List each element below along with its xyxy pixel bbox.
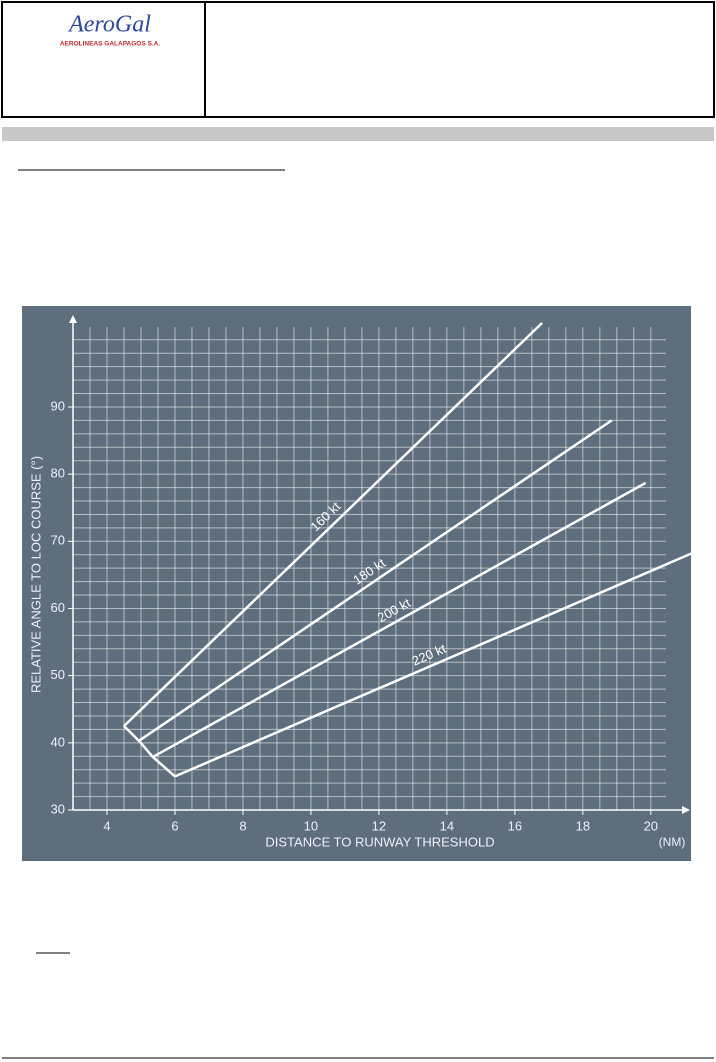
header-box (1, 1, 715, 118)
x-tick-label: 20 (644, 818, 658, 833)
y-tick-label: 80 (51, 466, 65, 481)
x-tick-label: 6 (171, 818, 178, 833)
logo-tagline: AEROLINEAS GALAPAGOS S.A. (60, 41, 160, 48)
y-tick-label: 30 (51, 801, 65, 816)
chart-background (22, 306, 691, 861)
x-tick-label: 16 (508, 818, 522, 833)
y-tick-label: 90 (51, 398, 65, 413)
series-line (138, 419, 613, 742)
section-bar (2, 127, 714, 141)
y-tick-label: 40 (51, 734, 65, 749)
series-line (152, 481, 647, 759)
y-tick-label: 50 (51, 667, 65, 682)
x-axis-title: DISTANCE TO RUNWAY THRESHOLD (265, 834, 494, 849)
y-tick-label: 60 (51, 600, 65, 615)
logo: AeroGal (67, 12, 151, 38)
x-tick-label: 18 (576, 818, 590, 833)
y-axis-title: RELATIVE ANGLE TO LOC COURSE (°) (28, 456, 43, 693)
y-tick-label: 70 (51, 533, 65, 548)
start-boundary (123, 725, 176, 778)
x-axis-unit: (NM) (659, 835, 686, 849)
x-tick-label: 10 (304, 818, 318, 833)
y-axis-arrow (69, 315, 77, 323)
x-axis-arrow (682, 806, 690, 814)
x-tick-label: 4 (103, 818, 110, 833)
series-line (123, 322, 543, 727)
series-line (174, 552, 693, 778)
x-tick-label: 14 (440, 818, 454, 833)
x-tick-label: 12 (372, 818, 386, 833)
x-tick-label: 8 (239, 818, 246, 833)
